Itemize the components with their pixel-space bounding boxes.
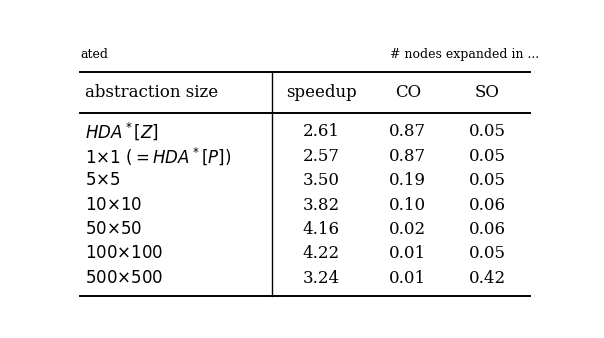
Text: 3.82: 3.82	[303, 196, 340, 214]
Text: CO: CO	[395, 84, 421, 101]
Text: SO: SO	[475, 84, 500, 101]
Text: 2.61: 2.61	[303, 123, 340, 140]
Text: $\mathit{HDA}^*[Z]$: $\mathit{HDA}^*[Z]$	[85, 121, 159, 142]
Text: 0.05: 0.05	[469, 245, 506, 263]
Text: 3.24: 3.24	[303, 270, 340, 287]
Text: 0.10: 0.10	[390, 196, 426, 214]
Text: 0.87: 0.87	[390, 148, 426, 165]
Text: 3.50: 3.50	[303, 172, 340, 189]
Text: 0.01: 0.01	[390, 270, 426, 287]
Text: 0.02: 0.02	[390, 221, 426, 238]
Text: $1{\times}1\ (= \mathit{HDA}^*[P])$: $1{\times}1\ (= \mathit{HDA}^*[P])$	[85, 145, 231, 167]
Text: 0.05: 0.05	[469, 123, 506, 140]
Text: 0.05: 0.05	[469, 172, 506, 189]
Text: ated: ated	[80, 48, 108, 62]
Text: 2.57: 2.57	[303, 148, 340, 165]
Text: $500{\times}500$: $500{\times}500$	[85, 270, 163, 287]
Text: $10{\times}10$: $10{\times}10$	[85, 196, 142, 214]
Text: 0.87: 0.87	[390, 123, 426, 140]
Text: $50{\times}50$: $50{\times}50$	[85, 221, 142, 238]
Text: 0.19: 0.19	[390, 172, 426, 189]
Text: 0.06: 0.06	[469, 196, 506, 214]
Text: abstraction size: abstraction size	[85, 84, 218, 101]
Text: $100{\times}100$: $100{\times}100$	[85, 245, 163, 263]
Text: speedup: speedup	[286, 84, 356, 101]
Text: 0.06: 0.06	[469, 221, 506, 238]
Text: 0.05: 0.05	[469, 148, 506, 165]
Text: # nodes expanded in ...: # nodes expanded in ...	[390, 48, 539, 62]
Text: 4.16: 4.16	[303, 221, 340, 238]
Text: 0.42: 0.42	[469, 270, 506, 287]
Text: 0.01: 0.01	[390, 245, 426, 263]
Text: $5{\times}5$: $5{\times}5$	[85, 172, 120, 189]
Text: 4.22: 4.22	[303, 245, 340, 263]
